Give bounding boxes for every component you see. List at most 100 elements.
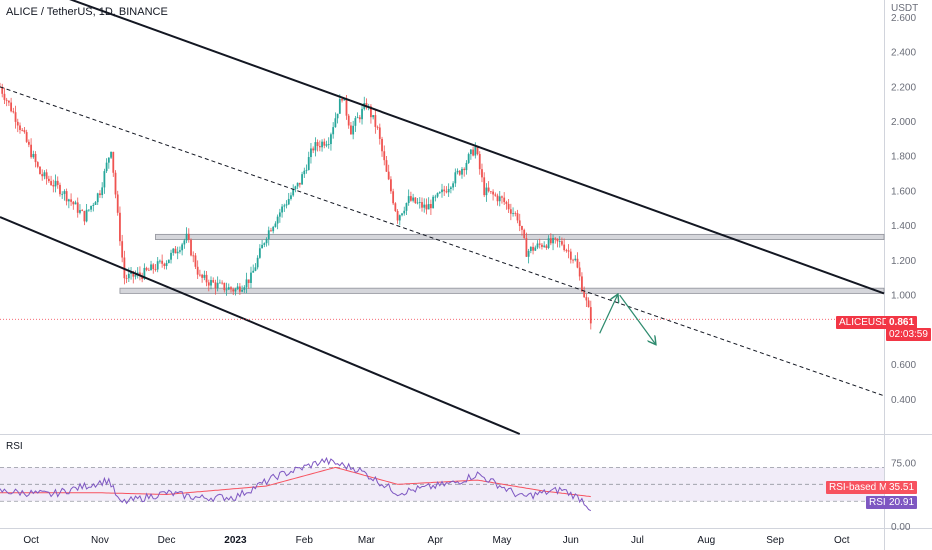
candle-body (161, 260, 164, 264)
candle-body (241, 289, 244, 292)
candle-body (403, 210, 406, 214)
candle-body (214, 282, 217, 289)
candle-body (30, 144, 32, 158)
price-tick-label: 2.200 (891, 82, 916, 93)
candle-body (327, 144, 330, 145)
candle-body (498, 196, 501, 202)
candle-body (385, 160, 388, 172)
candle-body (43, 172, 46, 177)
candle-body (545, 245, 548, 248)
candle-body (230, 287, 232, 290)
candle-body (481, 169, 483, 178)
candle-body (485, 187, 488, 196)
candle-body (41, 174, 44, 177)
candle-body (243, 287, 246, 290)
candle-body (370, 106, 372, 118)
candle-body (45, 172, 48, 179)
candle-body (281, 206, 283, 213)
candle-body (94, 202, 97, 205)
time-axis-label: Oct (834, 535, 850, 546)
candle-body (436, 193, 439, 197)
candle-body (374, 115, 377, 127)
candle-body (325, 144, 328, 146)
candle-body (298, 182, 301, 185)
candle-body (263, 243, 266, 245)
candle-body (543, 245, 546, 247)
candle-body (79, 210, 81, 213)
rsi-panel-label: RSI (6, 441, 23, 452)
candle-body (72, 201, 75, 205)
candle-body (352, 125, 355, 135)
candle-body (183, 240, 186, 245)
candle-body (376, 126, 379, 128)
candle-body (212, 280, 215, 283)
candle-body (581, 276, 583, 292)
candle-body (34, 153, 37, 163)
candle-body (516, 213, 519, 221)
candle-body (278, 212, 281, 217)
candle-body (398, 215, 401, 221)
candle-body (452, 183, 455, 188)
candlestick-series (0, 82, 592, 330)
candle-body (90, 205, 92, 210)
time-axis-label: Sep (766, 535, 784, 546)
candle-body (287, 198, 290, 205)
candle-body (143, 267, 146, 279)
candle-body (83, 210, 86, 222)
candle-body (14, 112, 17, 122)
time-axis-label: Feb (296, 535, 314, 546)
candle-body (549, 238, 552, 244)
candle-body (527, 250, 530, 257)
candle-body (167, 259, 170, 263)
candle-body (194, 255, 197, 267)
candle-body (585, 297, 588, 301)
candle-body (532, 246, 534, 251)
candle-body (76, 202, 79, 213)
time-axis-label: Jul (631, 535, 644, 546)
candle-body (201, 274, 204, 278)
candle-body (176, 251, 179, 254)
price-tick-label: 2.000 (891, 117, 916, 128)
candle-body (99, 193, 101, 196)
candle-body (434, 196, 437, 198)
candle-body (218, 282, 221, 284)
candle-body (332, 127, 335, 135)
candle-body (301, 174, 303, 185)
candle-body (454, 172, 457, 184)
candle-body (425, 204, 428, 210)
candle-body (445, 191, 448, 193)
candle-body (447, 188, 450, 193)
candle-body (61, 193, 64, 195)
candle-body (529, 246, 532, 251)
candle-body (401, 213, 403, 216)
candle-body (578, 267, 581, 277)
candle-body (338, 98, 341, 114)
candle-body (292, 189, 295, 196)
candle-body (103, 171, 106, 188)
price-tick-label: 2.600 (891, 13, 916, 24)
time-axis-label: Nov (91, 535, 109, 546)
candle-body (387, 171, 390, 180)
candle-body (514, 213, 517, 214)
candle-body (463, 168, 466, 171)
candle-body (125, 278, 128, 279)
candle-body (407, 196, 410, 204)
candle-body (523, 229, 526, 239)
candle-body (421, 202, 423, 208)
price-axis-unit: USDT (891, 3, 918, 14)
candle-body (216, 282, 219, 289)
candle-body (47, 178, 50, 182)
candle-body (254, 267, 257, 271)
candle-body (383, 151, 386, 161)
candle-body (394, 203, 397, 212)
rsi-tick-label: 0.00 (891, 522, 911, 533)
candle-body (416, 202, 419, 204)
candle-body (19, 125, 21, 130)
candle-body (361, 108, 363, 120)
channel-midline (0, 86, 885, 397)
candle-body (505, 202, 508, 204)
candle-body (494, 194, 497, 196)
candle-body (59, 184, 61, 195)
candle-body (356, 117, 359, 119)
